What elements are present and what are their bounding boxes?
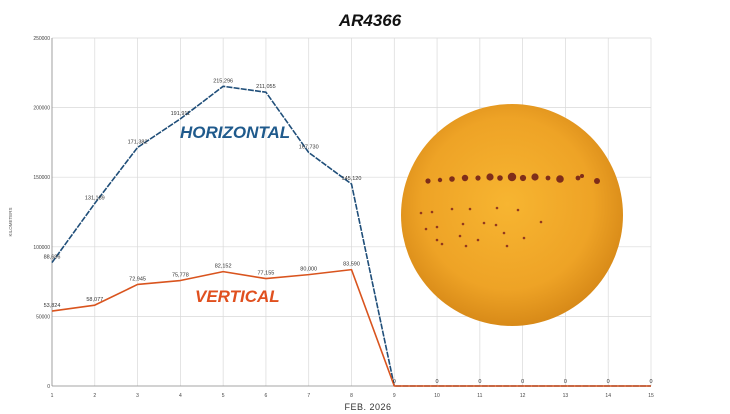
y-tick-label: 250000 [33,36,50,42]
series-lines [51,85,652,387]
x-tick-label: 7 [307,393,310,399]
data-label-vertical: 75,778 [172,273,189,279]
data-label-vertical: 80,000 [300,267,317,273]
sunspot [461,222,465,226]
data-label-vertical: 83,590 [343,262,360,268]
y-tick-label: 50000 [36,314,50,320]
x-tick-label: 12 [520,393,526,399]
sunspot [545,175,551,181]
sunspot [556,175,564,183]
data-label-horizontal: 0 [393,379,396,385]
data-label-horizontal: 215,296 [213,78,233,84]
chart-title: AR4366 [338,11,402,30]
vertical-annotation: VERTICAL [195,287,280,306]
x-tick-label: 4 [179,393,182,399]
data-labels: 88,686 131,189 171,382 191,911 215,296 211,05… [44,78,653,385]
data-label-horizontal: 191,911 [171,111,190,117]
sunspot [539,220,543,224]
sunspot [507,172,517,182]
sun-disk-image [401,104,623,326]
sunspot [440,242,444,246]
sunspot [464,244,468,248]
sunspot [435,238,439,242]
sunspot [522,236,526,240]
x-tick-label: 10 [434,393,440,399]
sunspot [505,244,509,248]
sunspot [425,178,431,184]
x-tick-label: 3 [136,393,139,399]
data-label-horizontal: 0 [649,379,652,385]
sunspot [419,211,423,215]
data-label-horizontal: 167,730 [299,145,319,151]
sunspot [430,210,434,214]
sunspot [516,208,520,212]
sunspots [419,172,600,248]
data-label-vertical: 53,824 [44,303,61,309]
data-label-horizontal: 0 [478,379,481,385]
x-tick-label: 11 [477,393,482,399]
x-axis-label: FEB. 2026 [344,402,391,412]
sunspot [476,238,480,242]
x-tick-label: 8 [350,393,353,399]
data-label-horizontal: 145,120 [342,176,362,182]
x-tick-label: 13 [563,393,569,399]
data-label-horizontal: 0 [436,379,439,385]
sunspot [495,206,499,210]
x-tick-label: 6 [265,393,268,399]
sunspot [494,223,498,227]
sunspot [580,174,584,178]
data-label-horizontal: 171,382 [128,139,148,145]
sunspot [450,207,454,211]
x-tick-label: 14 [605,393,611,399]
y-axis-label: KILOMETERS [8,207,13,236]
sunspot [437,177,443,183]
sunspot [575,175,581,181]
sunspot [519,174,527,182]
sunspot [531,173,539,181]
horizontal-annotation: HORIZONTAL [180,123,290,142]
sunspot [461,174,469,182]
sunspot [424,227,428,231]
sunspot [497,175,503,181]
sunspot [449,176,455,182]
sunspot [502,231,506,235]
data-label-vertical: 82,152 [215,264,232,270]
data-label-vertical: 58,077 [86,297,103,303]
sunspot [482,221,486,225]
data-label-horizontal: 88,686 [44,255,61,261]
x-tick-label: 2 [93,393,96,399]
y-tick-label: 0 [47,384,50,390]
data-label-horizontal: 0 [564,379,567,385]
y-tick-label: 150000 [33,175,50,181]
sunspot [486,173,494,181]
sunspot [458,234,462,238]
x-tick-label: 9 [393,393,396,399]
data-label-horizontal: 0 [607,379,610,385]
x-tick-label: 5 [222,393,225,399]
y-tick-label: 200000 [33,106,50,112]
data-label-horizontal: 131,189 [85,195,105,201]
data-label-horizontal: 211,055 [256,84,275,90]
data-label-vertical: 72,945 [129,276,146,282]
y-tick-label: 100000 [33,245,50,251]
sunspot [435,225,439,229]
x-tick-label: 15 [648,393,654,399]
sunspot [475,175,481,181]
data-label-horizontal: 0 [521,379,524,385]
sunspot [468,207,472,211]
data-label-vertical: 77,155 [258,271,275,277]
sunspot [594,178,600,184]
x-tick-label: 1 [51,393,54,399]
sun-disk [401,104,623,326]
